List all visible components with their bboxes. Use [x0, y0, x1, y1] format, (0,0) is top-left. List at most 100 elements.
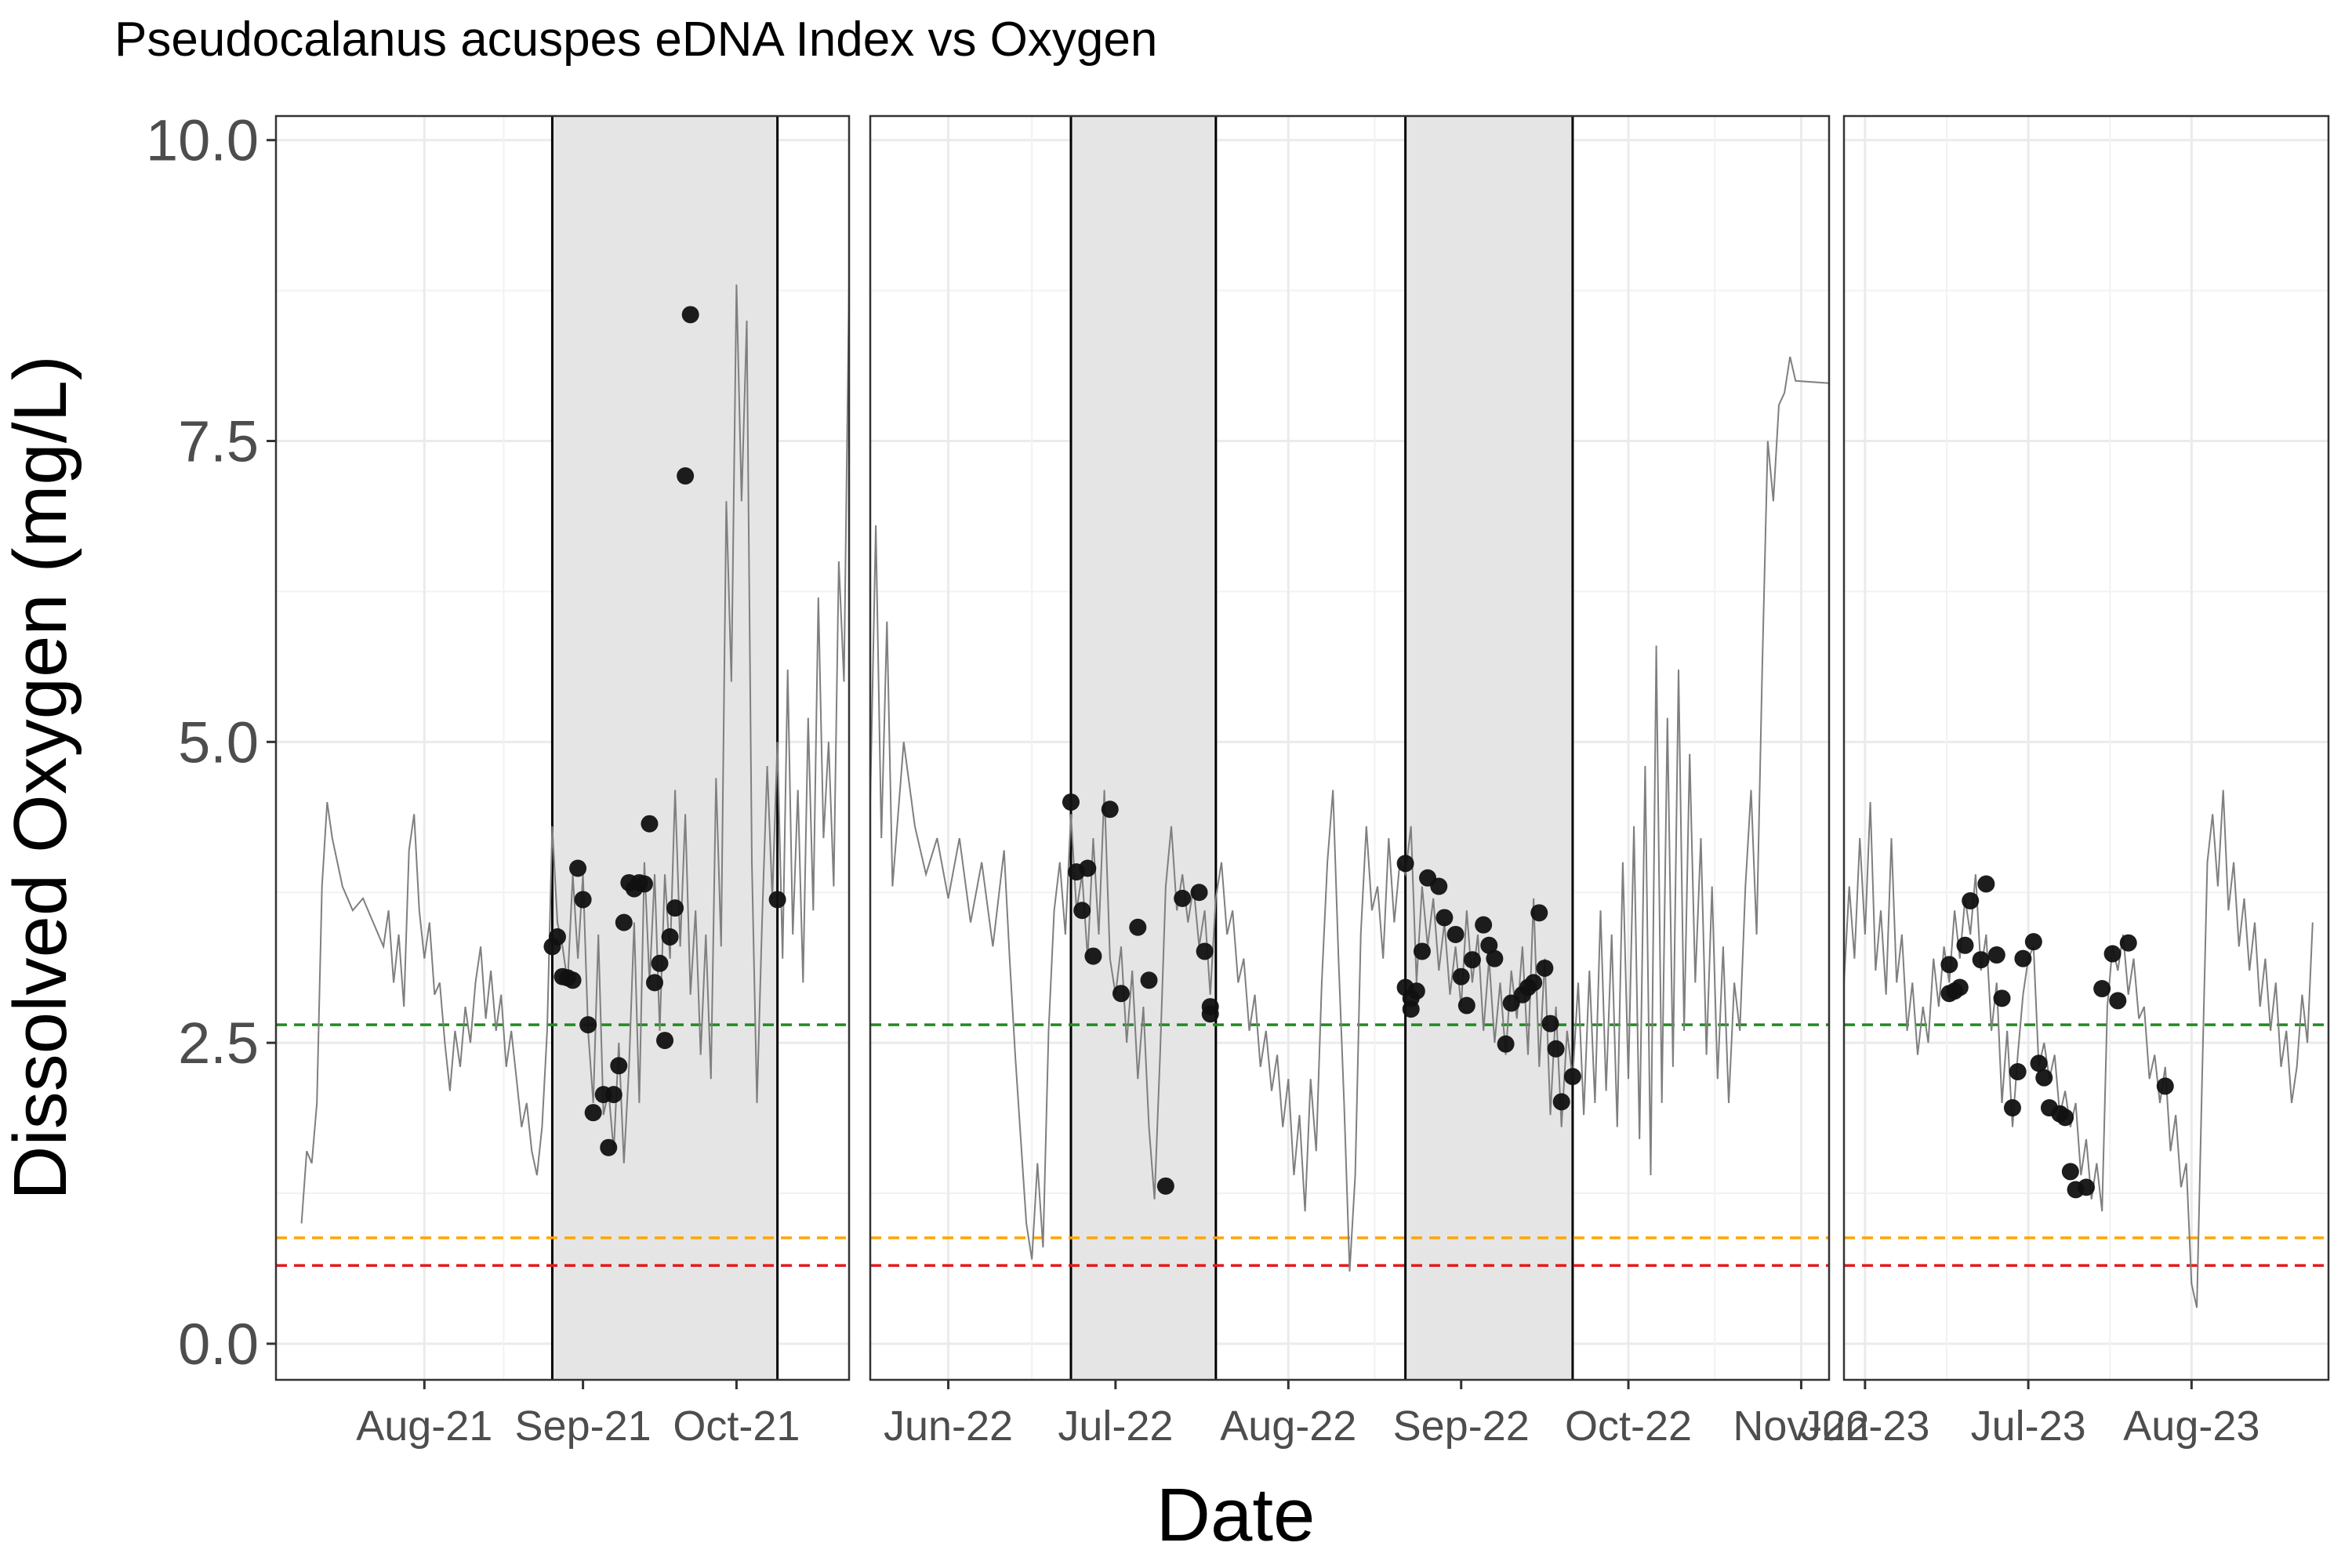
y-tick-label: 0.0 — [178, 1312, 259, 1377]
x-tick-label: Aug-22 — [1220, 1403, 1356, 1450]
edna-sample-point — [1463, 951, 1481, 969]
panel-border — [1842, 114, 2330, 1381]
edna-sample-point — [1174, 889, 1192, 907]
x-tick-label: Oct-22 — [1565, 1403, 1692, 1450]
edna-sample-point — [1446, 925, 1465, 943]
x-tick-label: Sep-21 — [515, 1403, 652, 1450]
x-tick-label: Jun-22 — [884, 1403, 1013, 1450]
x-axis-title: Date — [1156, 1473, 1316, 1557]
x-tick-label: Nov-22 — [1733, 1403, 1869, 1450]
oxygen-series-line — [870, 356, 1829, 1272]
edna-sample-point — [768, 891, 786, 909]
chart-title: Pseudocalanus acuspes eDNA Index vs Oxyg… — [114, 13, 1157, 67]
edna-sample-point — [584, 1104, 602, 1122]
x-tick-label: Aug-21 — [356, 1403, 492, 1450]
edna-sample-point — [2009, 1062, 2027, 1080]
edna-sample-point — [651, 954, 669, 972]
edna-sample-point — [1993, 989, 2011, 1007]
edna-sample-point — [1413, 942, 1431, 960]
oxygen-series-line — [1844, 789, 2314, 1308]
edna-sample-point — [1140, 971, 1158, 989]
sampling-window-shade — [552, 116, 778, 1380]
edna-sample-point — [604, 1086, 622, 1104]
edna-sample-point — [1475, 916, 1493, 934]
edna-sample-point — [1396, 855, 1414, 873]
panel-background — [1844, 116, 2328, 1380]
panel-3: Jun-23 Jul-23 Aug-23 — [1800, 114, 2330, 1450]
edna-sample-point — [666, 899, 684, 917]
edna-sample-point — [1430, 877, 1448, 895]
edna-sample-point — [569, 859, 587, 877]
edna-sample-point — [2093, 980, 2111, 998]
edna-sample-point — [1541, 1014, 1559, 1033]
edna-sample-point — [1112, 985, 1130, 1003]
edna-sample-point — [1940, 956, 1958, 974]
edna-sample-point — [1547, 1040, 1565, 1058]
edna-sample-point — [1951, 978, 1969, 996]
x-tick-label: Jul-23 — [1971, 1403, 2086, 1450]
edna-sample-point — [1552, 1093, 1570, 1111]
edna-sample-point — [1073, 902, 1091, 920]
edna-sample-point — [600, 1138, 618, 1156]
edna-sample-point — [548, 928, 566, 946]
edna-sample-point — [615, 913, 633, 931]
y-axis-title: Dissolved Oxygen (mg/L) — [0, 355, 82, 1200]
edna-sample-point — [2030, 1054, 2048, 1073]
edna-sample-point — [1457, 996, 1475, 1014]
edna-sample-point — [1196, 942, 1214, 960]
edna-sample-point — [1079, 859, 1097, 877]
edna-sample-point — [1101, 800, 1119, 818]
y-tick-label: 10.0 — [146, 108, 259, 173]
edna-sample-point — [1407, 982, 1425, 1000]
panel-2: Jun-22 Jul-22 Aug-22 Sep-22 Oct-22 Nov-22 — [869, 114, 1869, 1450]
edna-sample-point — [2056, 1109, 2074, 1127]
panel-border — [274, 114, 851, 1381]
edna-sample-point — [1977, 875, 1995, 893]
edna-sample-point — [2119, 934, 2137, 952]
edna-sample-point — [681, 306, 699, 324]
edna-sample-point — [1084, 947, 1102, 965]
edna-sample-point — [2109, 992, 2127, 1010]
edna-sample-point — [1563, 1068, 1581, 1086]
x-tick-label: Jul-22 — [1058, 1403, 1173, 1450]
edna-sample-point — [564, 971, 582, 989]
y-tick-label: 5.0 — [178, 710, 259, 775]
edna-sample-point — [1972, 951, 1990, 969]
panel-border — [869, 114, 1831, 1381]
edna-sample-point — [2103, 945, 2122, 963]
edna-sample-point — [645, 974, 663, 992]
edna-sample-point — [2156, 1077, 2174, 1095]
edna-sample-point — [1486, 949, 1504, 967]
edna-sample-point — [1497, 1035, 1515, 1053]
edna-sample-point — [661, 928, 679, 946]
edna-sample-point — [1436, 909, 1454, 927]
edna-sample-point — [610, 1057, 628, 1075]
edna-sample-point — [635, 875, 653, 893]
y-tick-label: 2.5 — [178, 1011, 259, 1076]
panel-background — [870, 116, 1829, 1380]
edna-sample-point — [1962, 891, 1980, 909]
edna-sample-point — [2014, 949, 2032, 967]
x-tick-label: Jun-23 — [1800, 1403, 1929, 1450]
edna-sample-point — [1536, 959, 1554, 977]
edna-sample-point — [1452, 967, 1470, 985]
edna-sample-point — [2035, 1069, 2053, 1087]
edna-sample-point — [1156, 1177, 1174, 1195]
edna-sample-point — [1525, 974, 1543, 992]
edna-sample-point — [1530, 904, 1548, 922]
facet-panels: Aug-21 Sep-21 Oct-21 Jun-22 Jul-22 Aug-22 Sep-… — [274, 114, 2330, 1450]
edna-sample-point — [2078, 1178, 2095, 1196]
y-tick-label: 7.5 — [178, 409, 259, 474]
panel-1: Aug-21 Sep-21 Oct-21 — [274, 114, 851, 1450]
edna-sample-point — [2003, 1099, 2021, 1117]
edna-sample-point — [1190, 884, 1208, 902]
sampling-window-shade — [1070, 116, 1216, 1380]
edna-sample-point — [1201, 1005, 1219, 1023]
edna-sample-point — [2024, 933, 2042, 951]
y-axis: 0.0 2.5 5.0 7.5 10.0 — [146, 108, 276, 1377]
edna-sample-point — [579, 1016, 597, 1034]
edna-sample-point — [1129, 918, 1147, 936]
x-tick-label: Aug-23 — [2123, 1403, 2259, 1450]
edna-sample-point — [1987, 946, 2005, 964]
